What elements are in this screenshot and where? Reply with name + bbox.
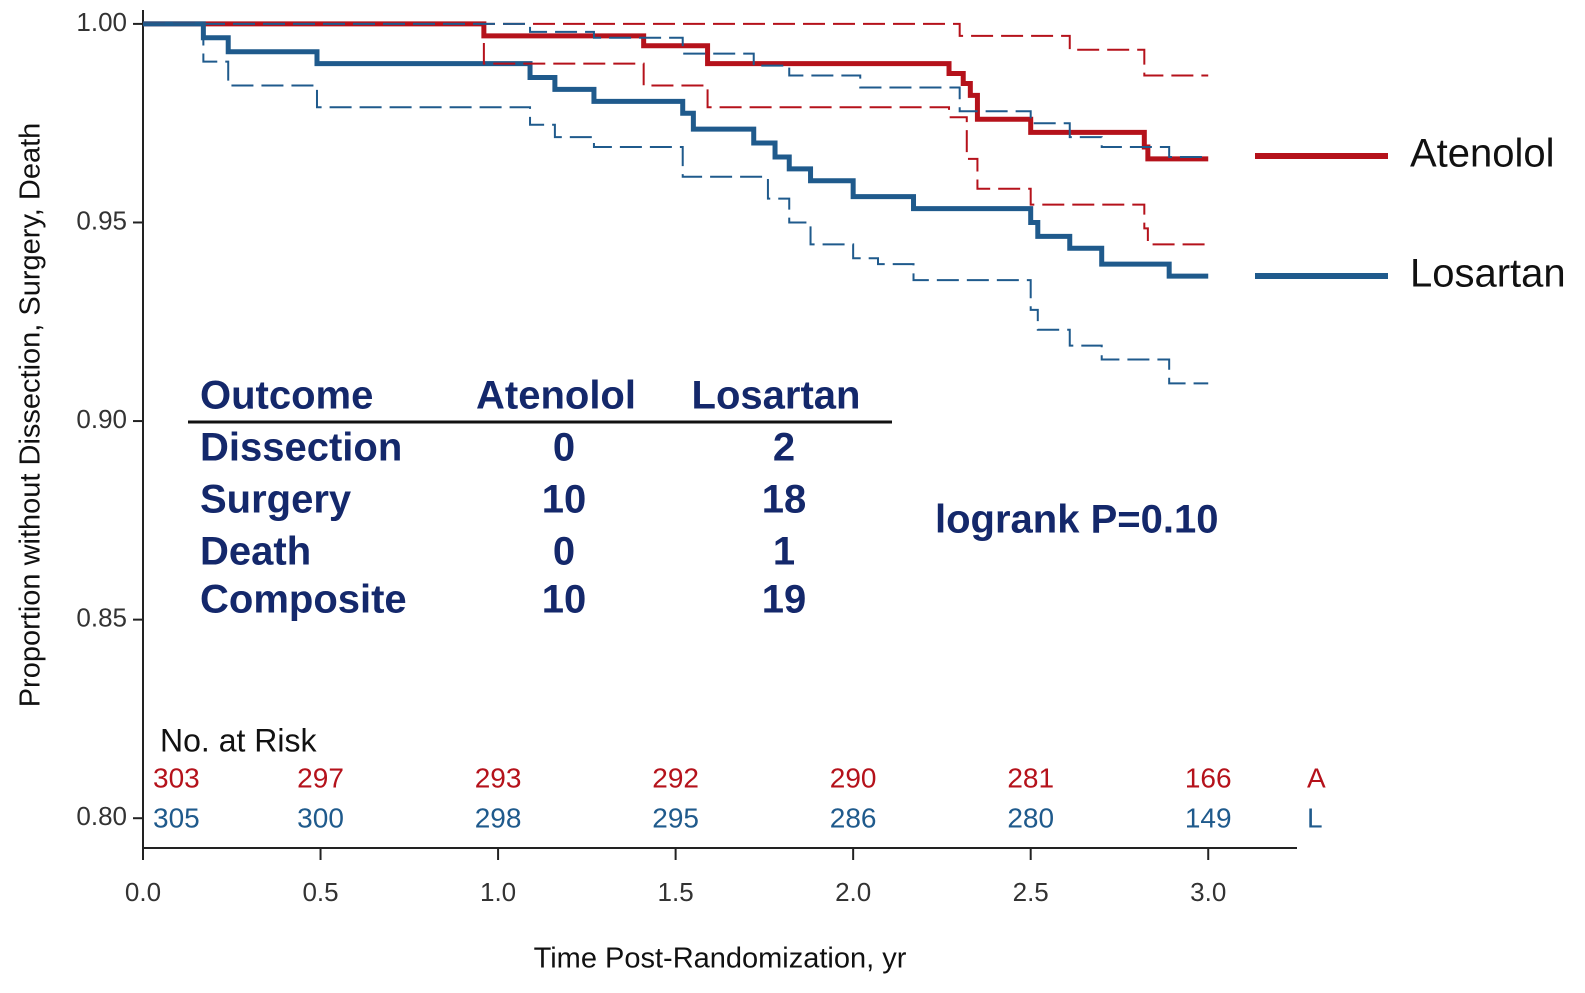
risk-count: 298: [475, 802, 522, 833]
x-tick-label: 3.0: [1190, 877, 1226, 907]
table-cell: 1: [773, 530, 795, 574]
table-cell: 10: [542, 478, 587, 522]
table-header: Losartan: [692, 374, 861, 418]
table-cell: 10: [542, 578, 587, 622]
y-tick-label: 1.00: [76, 7, 127, 37]
y-tick-label: 0.80: [76, 801, 127, 831]
table-cell: 18: [762, 478, 807, 522]
survival-line: [143, 21, 1209, 279]
x-tick-label: 0.5: [302, 877, 338, 907]
table-header: Outcome: [200, 374, 373, 418]
risk-count: 295: [652, 802, 699, 833]
risk-count: 303: [153, 762, 200, 793]
table-cell: 0: [553, 426, 575, 470]
annotation: logrank P=0.10: [935, 498, 1218, 542]
risk-count: 286: [830, 802, 877, 833]
y-axis-label: Proportion without Dissection, Surgery, …: [15, 123, 47, 708]
survival-line: [143, 21, 1209, 162]
risk-row-label: L: [1307, 802, 1323, 833]
table-cell: Dissection: [200, 426, 402, 470]
risk-count: 300: [297, 802, 344, 833]
risk-count: 149: [1185, 802, 1232, 833]
risk-count: 305: [153, 802, 200, 833]
ci-line: [143, 22, 1209, 77]
risk-count: 290: [830, 762, 877, 793]
y-tick-label: 0.85: [76, 603, 127, 633]
ci-line: [143, 22, 1209, 246]
ci-line: [143, 22, 1209, 385]
table-header: Atenolol: [476, 374, 636, 418]
y-tick-label: 0.95: [76, 205, 127, 235]
risk-count: 293: [475, 762, 522, 793]
legend-label: Atenolol: [1410, 132, 1555, 176]
ci-line: [143, 22, 1209, 158]
x-axis-label: Time Post-Randomization, yr: [534, 943, 907, 975]
table-cell: 2: [773, 426, 795, 470]
risk-count: 166: [1185, 762, 1232, 793]
x-tick-label: 2.0: [835, 877, 871, 907]
risk-count: 297: [297, 762, 344, 793]
x-tick-label: 1.5: [658, 877, 694, 907]
risk-row-label: A: [1307, 762, 1326, 793]
x-tick-label: 2.5: [1013, 877, 1049, 907]
risk-count: 281: [1007, 762, 1054, 793]
table-cell: 19: [762, 578, 807, 622]
table-cell: Surgery: [200, 478, 352, 522]
legend-label: Losartan: [1410, 252, 1566, 296]
risk-count: 280: [1007, 802, 1054, 833]
risk-title: No. at Risk: [160, 722, 317, 758]
risk-count: 292: [652, 762, 699, 793]
table-cell: 0: [553, 530, 575, 574]
table-cell: Composite: [200, 578, 407, 622]
x-tick-label: 0.0: [125, 877, 161, 907]
table-cell: Death: [200, 530, 311, 574]
x-tick-label: 1.0: [480, 877, 516, 907]
y-tick-label: 0.90: [76, 404, 127, 434]
